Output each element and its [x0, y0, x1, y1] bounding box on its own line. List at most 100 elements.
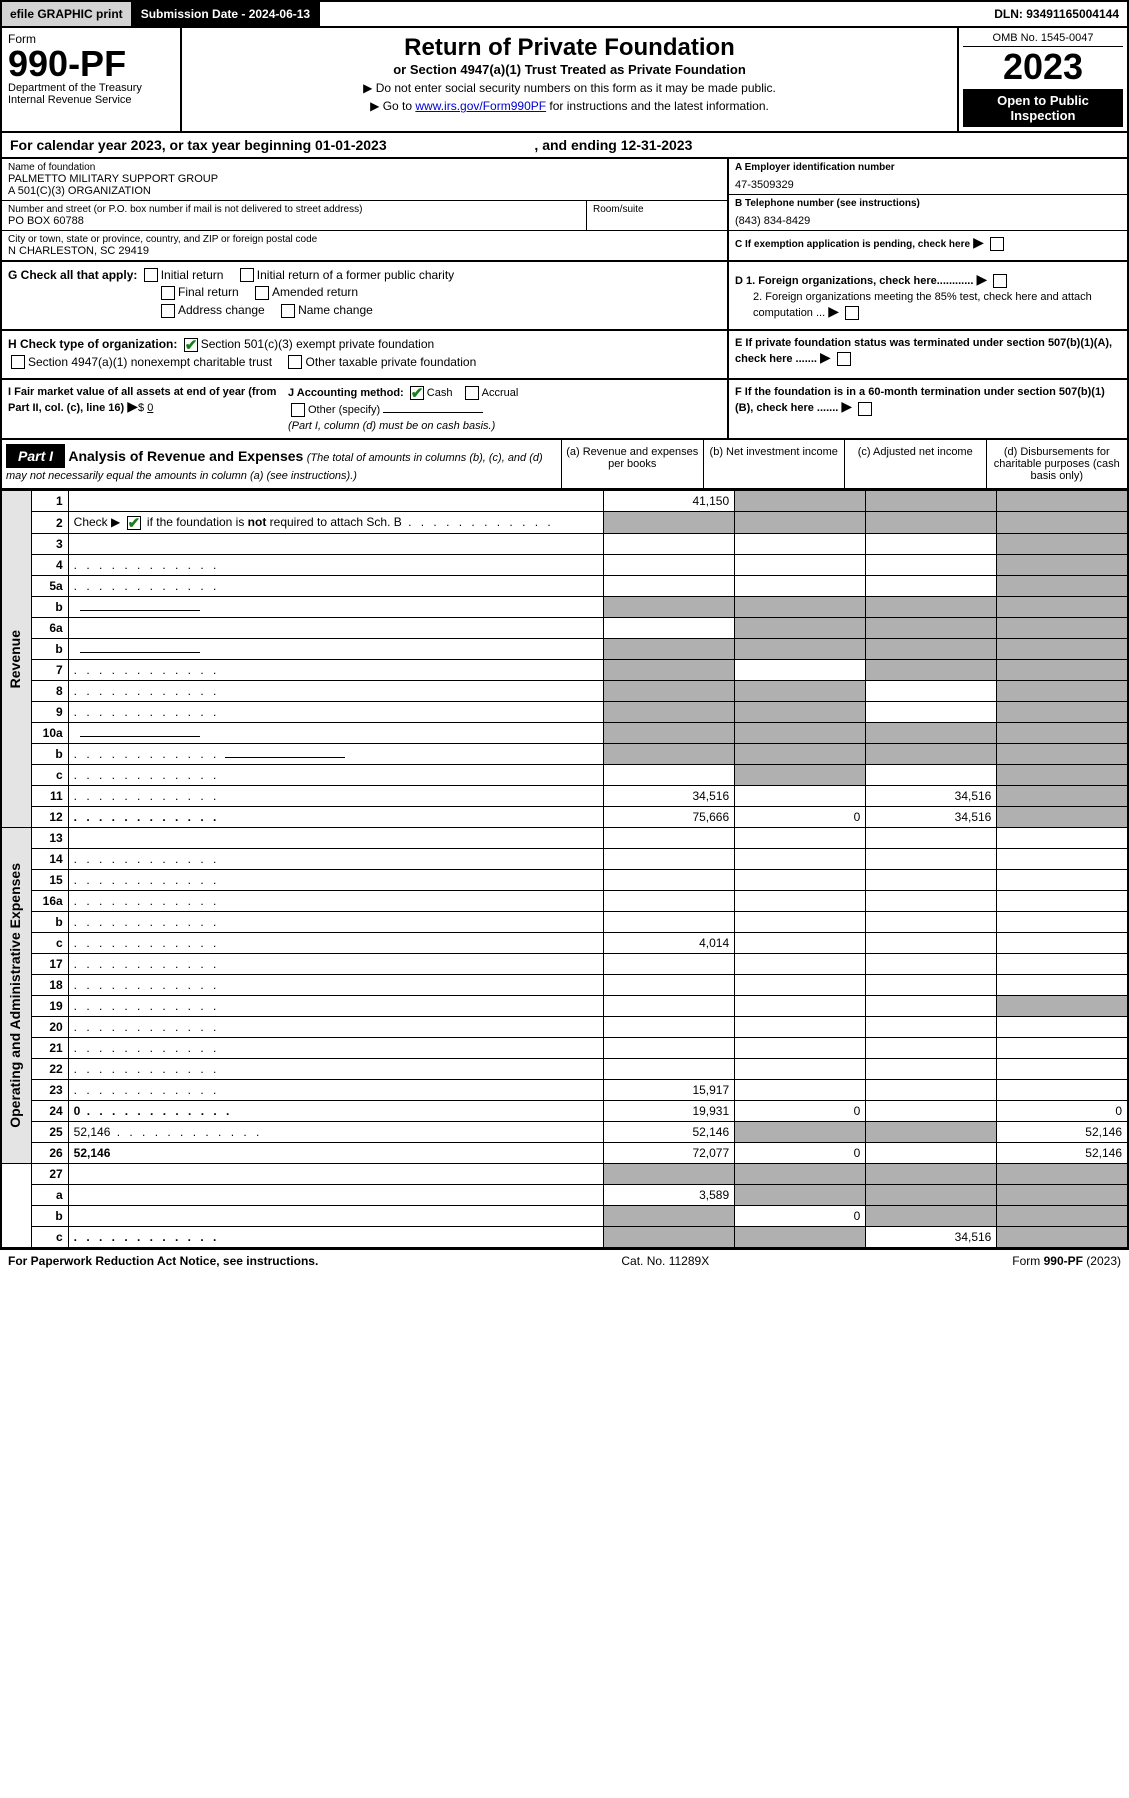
amount-col-c — [866, 534, 997, 555]
line-number: b — [31, 1206, 68, 1227]
amount-col-c — [866, 1143, 997, 1164]
inline-amount-input[interactable] — [80, 736, 200, 737]
room-label: Room/suite — [593, 204, 721, 215]
line-number: 5a — [31, 576, 68, 597]
j-cash-cb[interactable] — [410, 386, 424, 400]
amount-col-b — [735, 1122, 866, 1143]
instructions-link[interactable]: www.irs.gov/Form990PF — [415, 99, 546, 113]
j-other: Other (specify) — [308, 404, 380, 416]
g-final-return-cb[interactable] — [161, 286, 175, 300]
form-header: Form 990-PF Department of the Treasury I… — [0, 28, 1129, 133]
g-initial-return-cb[interactable] — [144, 268, 158, 282]
amount-col-b — [735, 1038, 866, 1059]
table-row: b — [1, 744, 1128, 765]
line-description — [68, 765, 603, 786]
line-number: 14 — [31, 849, 68, 870]
amount-col-c: 34,516 — [866, 1227, 997, 1249]
line-number: 18 — [31, 975, 68, 996]
amount-col-d — [997, 954, 1128, 975]
amount-col-c — [866, 1017, 997, 1038]
amount-col-a: 15,917 — [604, 1080, 735, 1101]
line-description — [68, 618, 603, 639]
efile-label[interactable]: efile GRAPHIC print — [2, 2, 133, 26]
amount-col-d — [997, 807, 1128, 828]
inline-amount-input[interactable] — [80, 610, 200, 611]
line-description — [68, 1164, 603, 1185]
line-number: 25 — [31, 1122, 68, 1143]
amount-col-b — [735, 954, 866, 975]
h-4947-cb[interactable] — [11, 355, 25, 369]
omb-number: OMB No. 1545-0047 — [963, 32, 1123, 47]
line-description — [68, 1227, 603, 1249]
amount-col-a — [604, 723, 735, 744]
amount-col-a — [604, 975, 735, 996]
g-address-change-cb[interactable] — [161, 304, 175, 318]
schb-checkbox[interactable] — [127, 516, 141, 530]
city-cell: City or town, state or province, country… — [2, 231, 727, 260]
c-checkbox[interactable] — [990, 237, 1004, 251]
d1-checkbox[interactable] — [993, 274, 1007, 288]
g-amended-cb[interactable] — [255, 286, 269, 300]
line-description — [68, 786, 603, 807]
e-checkbox[interactable] — [837, 352, 851, 366]
line-description — [68, 1080, 603, 1101]
amount-col-d — [997, 912, 1128, 933]
line-number: 9 — [31, 702, 68, 723]
line-description — [68, 491, 603, 512]
table-row: 10a — [1, 723, 1128, 744]
line-description: Check ▶ if the foundation is not require… — [68, 512, 603, 534]
table-row: 16a — [1, 891, 1128, 912]
table-row: 2Check ▶ if the foundation is not requir… — [1, 512, 1128, 534]
amount-col-b — [735, 681, 866, 702]
line-number: a — [31, 1185, 68, 1206]
form-subtitle: or Section 4947(a)(1) Trust Treated as P… — [188, 62, 951, 77]
part1-table: Revenue141,1502Check ▶ if the foundation… — [0, 490, 1129, 1249]
amount-col-c — [866, 1038, 997, 1059]
j-accrual-cb[interactable] — [465, 386, 479, 400]
i-label: I Fair market value of all assets at end… — [8, 386, 276, 414]
inline-amount-input[interactable] — [80, 652, 200, 653]
line-description — [68, 555, 603, 576]
table-row: 15 — [1, 870, 1128, 891]
amount-col-a — [604, 1017, 735, 1038]
inline-amount-input[interactable] — [225, 757, 345, 758]
amount-col-b — [735, 828, 866, 849]
amount-col-a: 34,516 — [604, 786, 735, 807]
h-501c3-cb[interactable] — [184, 338, 198, 352]
g-initial-former-cb[interactable] — [240, 268, 254, 282]
j-other-input[interactable] — [383, 412, 483, 413]
amount-col-c — [866, 849, 997, 870]
line-description — [68, 975, 603, 996]
amount-col-d — [997, 744, 1128, 765]
amount-col-d — [997, 1059, 1128, 1080]
amount-col-d — [997, 765, 1128, 786]
f-checkbox[interactable] — [858, 402, 872, 416]
line-number: 10a — [31, 723, 68, 744]
g-item-3: Amended return — [272, 285, 358, 299]
address-row: Number and street (or P.O. box number if… — [2, 201, 727, 231]
header-left: Form 990-PF Department of the Treasury I… — [2, 28, 182, 131]
footer-form-num: 990-PF — [1044, 1254, 1083, 1268]
calyear-mid: , and ending — [534, 137, 620, 153]
amount-col-c — [866, 954, 997, 975]
name-label: Name of foundation — [8, 162, 721, 173]
h-other-taxable-cb[interactable] — [288, 355, 302, 369]
dept-line1: Department of the Treasury — [8, 82, 174, 94]
amount-col-d — [997, 534, 1128, 555]
j-other-cb[interactable] — [291, 403, 305, 417]
checkbox-section-gd: G Check all that apply: Initial return I… — [0, 262, 1129, 331]
amount-col-b — [735, 1080, 866, 1101]
f-label: F If the foundation is in a 60-month ter… — [735, 386, 1105, 414]
table-row: 7 — [1, 660, 1128, 681]
amount-col-a — [604, 702, 735, 723]
table-row: 21 — [1, 1038, 1128, 1059]
g-item-2: Final return — [178, 285, 239, 299]
d2-checkbox[interactable] — [845, 306, 859, 320]
g-name-change-cb[interactable] — [281, 304, 295, 318]
sidebar-blank — [1, 1164, 31, 1249]
amount-col-b — [735, 723, 866, 744]
amount-col-a — [604, 639, 735, 660]
d-section: D 1. Foreign organizations, check here..… — [727, 262, 1127, 329]
line-number: 3 — [31, 534, 68, 555]
amount-col-b — [735, 891, 866, 912]
